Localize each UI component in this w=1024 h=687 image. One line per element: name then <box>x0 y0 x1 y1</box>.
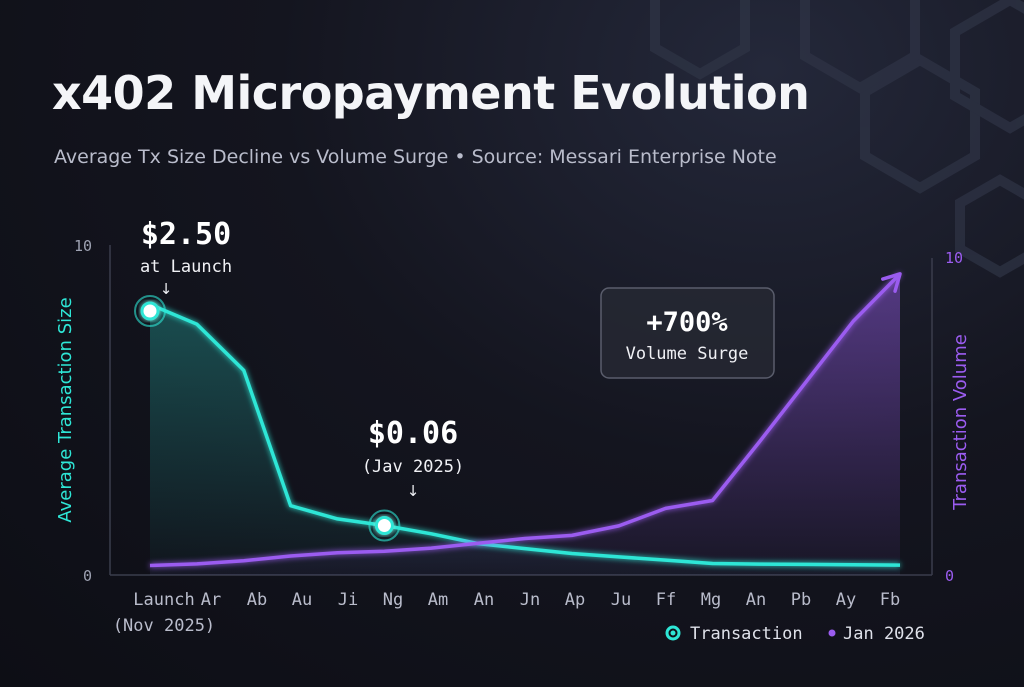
x-tick-label: Ff <box>656 590 676 610</box>
transaction-volume-line <box>149 272 902 568</box>
hexagon-pattern-decoration <box>650 0 1024 278</box>
x-tick-label: An <box>474 590 494 610</box>
x-tick-label: Ar <box>201 590 221 610</box>
transaction-size-point <box>242 368 246 372</box>
right-axis-label: Transaction Volume <box>950 334 971 511</box>
x-tick-label: Ab <box>247 590 267 610</box>
transaction-volume-point <box>664 506 668 510</box>
transaction-size-point <box>195 322 199 326</box>
transaction-volume-point <box>851 319 855 323</box>
series-lines <box>148 272 902 568</box>
x-axis-first-sublabel: (Nov 2025) <box>113 616 215 636</box>
transaction-size-line <box>149 302 901 567</box>
transaction-size-point <box>289 504 293 508</box>
transaction-volume-point <box>289 554 293 558</box>
callout-launch-value: $2.50 <box>141 217 231 252</box>
legend-jan2026-marker <box>828 629 836 637</box>
transaction-volume-point <box>242 559 246 563</box>
right-axis-tick-top: 10 <box>945 249 963 267</box>
transaction-size-point <box>851 563 855 567</box>
callout-launch-arrow: ↓ <box>160 280 173 298</box>
x-tick-label: Am <box>428 590 448 610</box>
x-tick-label: Ju <box>611 590 631 610</box>
transaction-volume-point <box>757 440 761 444</box>
callout-jan2025-label: (Jav 2025) <box>362 457 464 477</box>
transaction-size-point <box>336 517 340 521</box>
left-axis-tick-bottom: 0 <box>83 567 92 585</box>
transaction-size-point <box>570 552 574 556</box>
x-tick-label: An <box>746 590 766 610</box>
transaction-volume-point <box>711 499 715 503</box>
volume-surge-value: +700% <box>646 307 728 338</box>
highlight-point-0 <box>140 301 160 321</box>
legend-transaction-marker-core <box>670 630 676 636</box>
chart-title: x402 Micropayment Evolution <box>52 66 810 120</box>
x-axis-ticks: Launch Ar Ab Au Ji Ng Am An Jn Ap Ju Ff Mg An Pb Ay Fb <box>133 590 900 610</box>
transaction-volume-point <box>382 549 386 553</box>
transaction-volume-point <box>429 546 433 550</box>
left-axis-label: Average Transaction Size <box>55 297 76 522</box>
transaction-volume-point <box>476 541 480 545</box>
transaction-volume-point <box>336 551 340 555</box>
transaction-size-point <box>664 558 668 562</box>
transaction-volume-area <box>150 273 900 575</box>
x-tick-label: Mg <box>701 590 721 610</box>
series-areas <box>150 273 900 575</box>
legend-jan2026-label: Jan 2026 <box>843 624 925 644</box>
x-tick-label: Pb <box>791 590 811 610</box>
transaction-volume-point <box>523 537 527 541</box>
transaction-volume-point <box>570 533 574 537</box>
transaction-size-point <box>617 555 621 559</box>
x-tick-label: Ay <box>836 590 856 610</box>
transaction-volume-point <box>195 562 199 566</box>
x-tick-label: Launch <box>133 590 194 610</box>
transaction-volume-point <box>804 380 808 384</box>
x-tick-label: Jn <box>520 590 540 610</box>
callout-jan2025-arrow: ↓ <box>407 482 420 500</box>
x-tick-label: Ap <box>565 590 585 610</box>
highlight-ring-1 <box>368 509 401 542</box>
highlight-ring-0 <box>134 295 166 327</box>
transaction-size-point <box>757 562 761 566</box>
highlight-points <box>134 295 401 542</box>
transaction-volume-point <box>617 524 621 528</box>
x-tick-label: Au <box>292 590 312 610</box>
volume-arrowhead <box>881 272 902 293</box>
highlight-point-1 <box>374 516 394 535</box>
x-tick-label: Ji <box>338 590 358 610</box>
transaction-size-point <box>429 532 433 536</box>
transaction-size-point <box>523 547 527 551</box>
transaction-volume-point <box>148 563 152 567</box>
transaction-size-area <box>150 304 900 575</box>
volume-surge-label: Volume Surge <box>626 344 749 364</box>
transaction-size-point <box>898 563 902 567</box>
right-axis-tick-bottom: 0 <box>945 567 954 585</box>
callout-jan2025-value: $0.06 <box>368 416 458 451</box>
transaction-size-point <box>804 562 808 566</box>
legend-transaction-label: Transaction <box>690 624 803 644</box>
transaction-size-point <box>711 561 715 565</box>
left-axis-tick-top: 10 <box>74 237 92 255</box>
x-tick-label: Fb <box>880 590 900 610</box>
callout-launch-label: at Launch <box>140 257 232 277</box>
x-tick-label: Ng <box>383 590 403 610</box>
volume-surge-box <box>600 287 775 379</box>
chart-subtitle: Average Tx Size Decline vs Volume Surge … <box>54 146 777 168</box>
